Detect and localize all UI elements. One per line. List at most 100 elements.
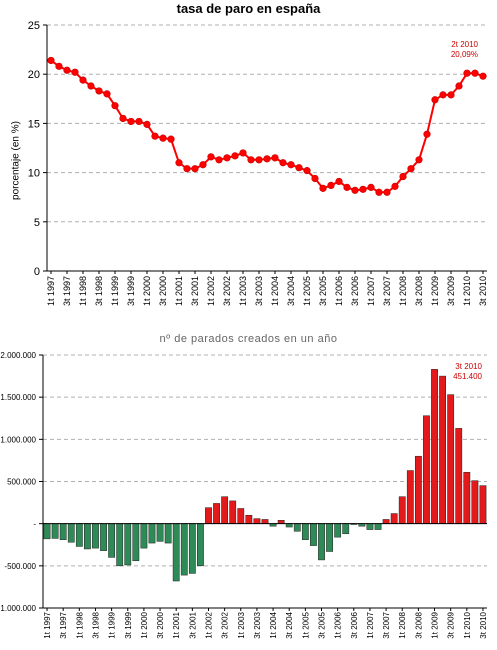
data-bar [423,415,430,524]
line-chart-annotation-period: 2t 2010 [451,40,478,49]
data-point [407,165,415,173]
x-tick-label: 1t 2002 [204,611,213,638]
y-tick-label: -500.000 [4,562,36,571]
x-tick-label: 1t 2010 [463,611,472,638]
data-point [255,156,263,164]
bar-chart-annotation-period: 3t 2010 [455,362,482,371]
x-tick-label: 1t 2010 [462,276,472,306]
x-tick-label: 3t 2008 [414,611,423,638]
x-tick-label: 3t 2005 [318,611,327,638]
x-tick-label: 1t 1999 [108,611,117,638]
data-bar [310,523,317,546]
x-tick-label: 1t 2005 [301,611,310,638]
data-point [175,159,183,167]
data-point [455,82,463,90]
x-tick-label: 1t 2009 [430,276,440,306]
data-point [103,90,111,98]
data-point [279,159,287,167]
data-bar [156,523,164,542]
data-point [479,72,487,80]
x-tick-label: 1t 2001 [172,611,181,638]
data-point [287,161,295,169]
x-tick-label: 3t 2010 [479,611,488,638]
data-point [415,156,423,164]
x-tick-label: 1t 2008 [398,276,408,306]
data-bar [172,523,180,582]
x-tick-label: 1t 2001 [174,276,184,306]
y-tick-label: 1.000.000 [0,435,36,444]
x-tick-label: 3t 2009 [446,276,456,306]
y-tick-label: 25 [28,20,40,32]
x-tick-label: 1t 2005 [302,276,312,306]
data-bar [398,496,406,524]
data-point [215,156,223,164]
x-tick-label: 3t 2009 [447,611,456,638]
y-tick-label: 2.000.000 [0,351,36,360]
data-point [303,167,311,175]
data-bar [221,496,229,524]
data-bar [463,471,471,524]
line-chart-annotation: 2t 2010 20,09% [412,40,478,60]
x-tick-label: 1t 2002 [206,276,216,306]
data-bar [59,523,67,540]
x-tick-label: 3t 2002 [222,276,232,306]
y-tick-label: 10 [28,168,40,180]
x-tick-label: 3t 1999 [124,611,133,638]
data-bar [374,523,382,530]
x-tick-label: 1t 2003 [238,276,248,306]
x-tick-label: 3t 2007 [382,611,391,638]
x-tick-label: 1t 2006 [334,276,344,306]
data-bar [84,523,91,550]
data-bar [414,455,422,524]
data-point [55,62,63,70]
data-bar [108,523,116,558]
data-bar [124,523,132,566]
data-bar [318,523,325,561]
data-point [375,188,383,196]
x-tick-label: 3t 2004 [286,276,296,306]
data-bar [455,428,463,524]
bar-chart-title: nº de parados creados en un año [159,333,338,345]
bar-chart-annotation-value: 451.400 [453,372,482,381]
x-tick-label: 3t 2004 [285,611,294,638]
data-bar [439,375,446,524]
data-point [399,172,407,181]
x-tick-label: 3t 2001 [188,611,197,638]
x-tick-label: 3t 2003 [253,611,262,638]
unemployment-rate-line-chart: 0 5 10 15 20 25 1t 1997 3t 1997 1t 1998 3t 1998 1t… [28,20,488,306]
data-bar [67,523,75,543]
data-point [231,152,239,160]
data-bar [261,519,269,524]
data-point [191,165,199,173]
data-bar [245,514,253,524]
data-point [47,56,55,65]
data-point [471,69,479,77]
data-point [463,69,471,77]
x-tick-label: 3t 1998 [94,276,104,306]
data-point [295,164,303,172]
data-bar [140,523,148,549]
data-point [71,68,79,76]
data-bar [164,523,172,544]
x-tick-label: 3t 2001 [190,276,200,306]
x-tick-label: 1t 2000 [142,276,152,306]
data-bar [116,523,124,567]
data-point [383,188,391,196]
data-bar [180,523,188,576]
y-tick-label: 5 [34,217,40,229]
x-tick-label: 3t 1998 [91,611,100,638]
x-tick-label: 3t 2002 [221,611,230,638]
x-tick-label: 3t 2003 [254,276,264,306]
x-tick-label: 1t 2004 [269,611,278,638]
data-point [447,91,455,99]
data-bar [237,508,245,524]
data-point [311,174,319,183]
data-bar [431,369,438,524]
data-point [95,87,103,95]
data-point [343,183,351,191]
data-bar [148,523,156,544]
x-tick-label: 1t 1999 [110,276,120,306]
x-tick-label: 1t 2003 [237,611,246,638]
x-tick-label: 3t 2000 [158,276,168,306]
data-bar [92,523,99,549]
